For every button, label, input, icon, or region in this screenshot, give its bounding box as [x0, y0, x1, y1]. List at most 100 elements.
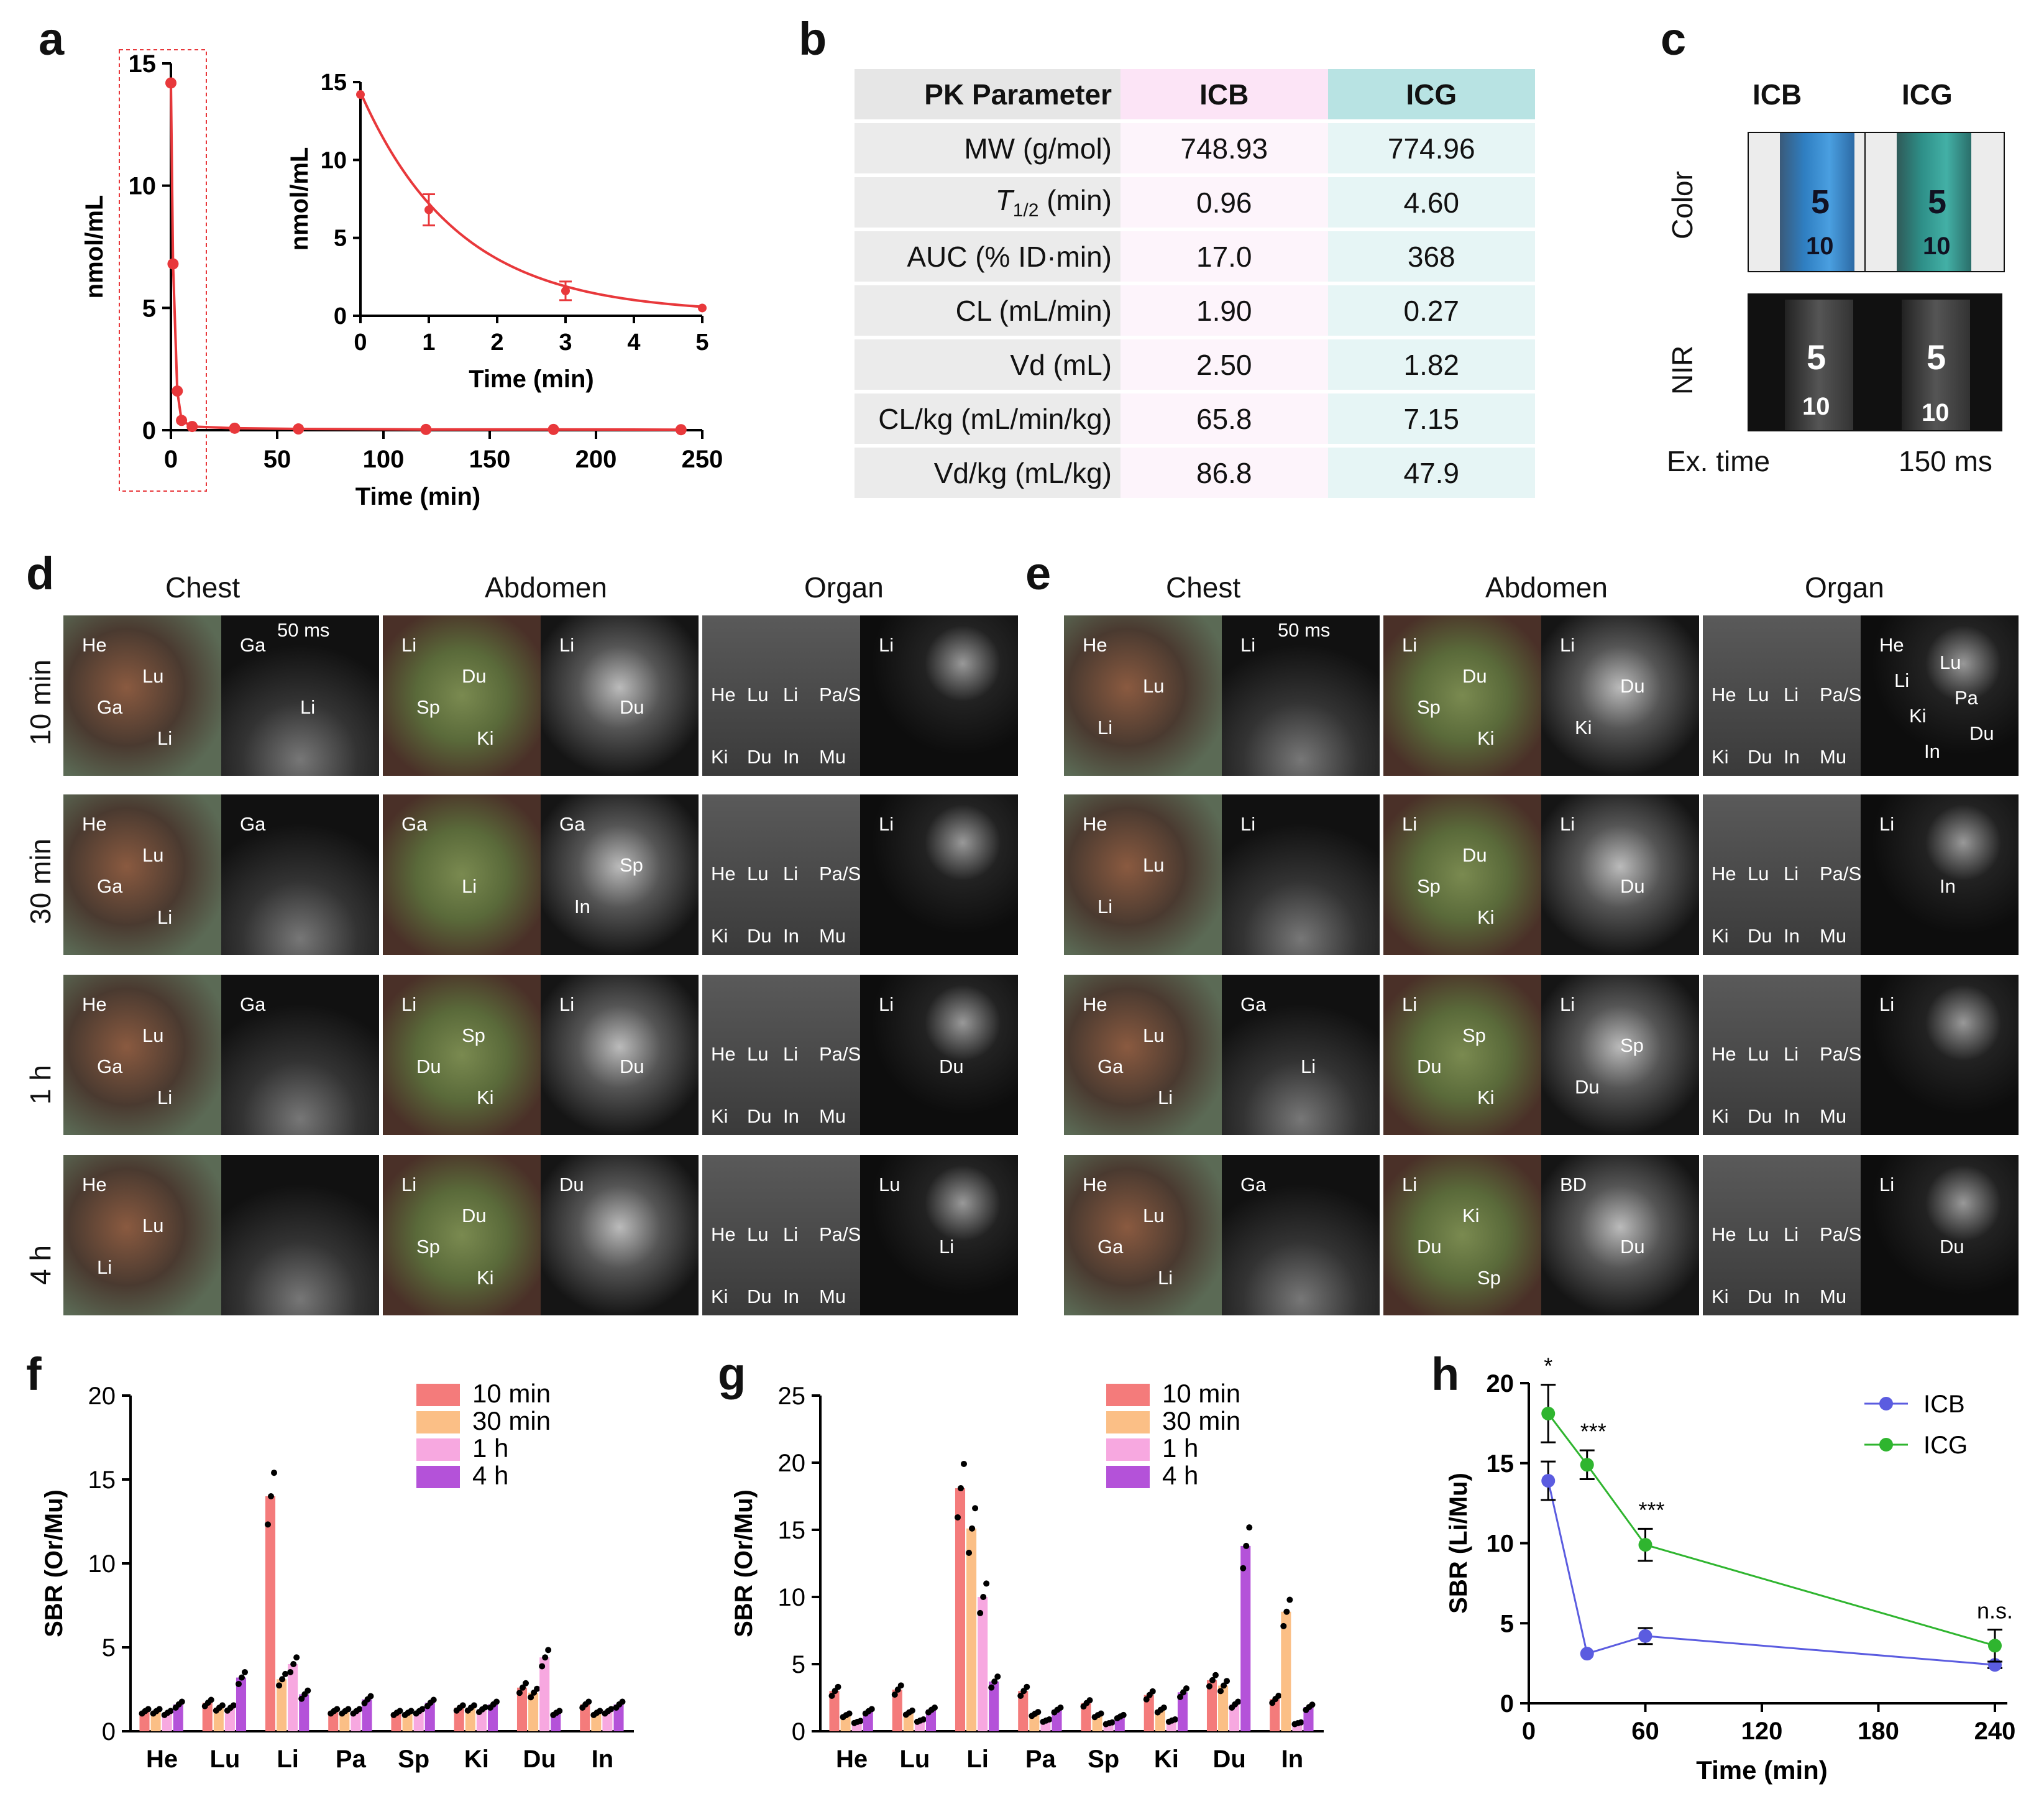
tissue-image-tile: Li Du Sp Ki	[383, 1155, 541, 1315]
organ-label: Sp	[462, 1024, 485, 1046]
grid-row-head: 10 min	[24, 659, 57, 745]
legend-label: ICG	[1923, 1432, 1968, 1459]
replicate-dot	[828, 1692, 835, 1699]
replicate-dot	[334, 1706, 341, 1713]
data-point	[1580, 1458, 1594, 1472]
organ-label: In	[1784, 925, 1800, 947]
syringe-scale-label: 5	[1928, 183, 1947, 221]
organ-label: Ga	[559, 813, 585, 835]
replicate-dot	[1149, 1688, 1156, 1695]
organ-label: Li	[1402, 813, 1418, 835]
inset-data-point	[561, 286, 570, 295]
col-head-icg: ICG	[1902, 78, 1953, 111]
organ-label: Lu	[142, 844, 164, 866]
y-axis-label: SBR (Or/Mu)	[40, 1489, 68, 1637]
replicate-dot	[178, 1698, 185, 1705]
bar	[1081, 1703, 1091, 1731]
tissue-image-tile: He Lu Li Pa/Sp Ki Du In Mu	[1703, 1155, 1861, 1315]
tissue-image-tile: Lu Li	[860, 1155, 1018, 1315]
organ-label: Li	[157, 727, 173, 749]
x-axis-label: Time (min)	[1696, 1755, 1828, 1785]
replicate-dot	[966, 1549, 973, 1556]
organ-label: Li	[1784, 684, 1799, 706]
bar	[1229, 1704, 1240, 1731]
y-tick-label: 10	[778, 1584, 806, 1611]
inset-x-tick-label: 5	[695, 329, 708, 356]
table-row: AUC (% ID·min) 17.0 368	[855, 231, 1535, 282]
bar	[299, 1694, 309, 1731]
tissue-image-tile: He Lu Li Pa/Sp Ki Du In Mu	[1703, 615, 1861, 776]
replicate-dot	[276, 1682, 283, 1689]
bar	[892, 1690, 902, 1731]
inset-x-tick-label: 0	[354, 329, 367, 356]
x-tick-label: Pa	[336, 1746, 367, 1773]
x-tick-label: He	[836, 1746, 868, 1773]
icg-cell: 368	[1327, 231, 1535, 282]
x-tick-label: Sp	[398, 1746, 429, 1773]
param-t-symbol: T	[995, 183, 1013, 216]
replicate-dot	[1240, 1565, 1247, 1571]
significance-annotation: ***	[1580, 1419, 1606, 1444]
replicate-dot	[356, 1706, 363, 1713]
data-point	[186, 421, 198, 433]
organ-label: Du	[1748, 1105, 1772, 1127]
organ-label: Ki	[1712, 746, 1729, 768]
replicate-dot	[493, 1698, 500, 1705]
bar	[528, 1692, 539, 1731]
replicate-dot	[857, 1718, 864, 1724]
organ-label: Du	[1462, 665, 1487, 687]
icg-cell: 7.15	[1327, 393, 1535, 444]
replicate-dot	[268, 1493, 275, 1499]
panel-letter-e: e	[1025, 548, 1052, 599]
x-tick-label: 120	[1741, 1718, 1783, 1745]
replicate-dot	[459, 1702, 466, 1709]
icb-cell: 17.0	[1121, 231, 1328, 282]
x-tick-label: In	[1281, 1746, 1304, 1773]
icb-cell: 0.96	[1121, 177, 1328, 228]
x-tick-label: 100	[363, 446, 405, 473]
organ-label: Du	[559, 1174, 584, 1195]
bar	[1018, 1691, 1029, 1731]
organ-label: He	[82, 634, 107, 656]
organ-label: Mu	[1820, 1286, 1847, 1307]
replicate-dot	[539, 1663, 546, 1670]
tissue-image-tile: Du	[541, 1155, 699, 1315]
tissue-image-tile: Ga Li 50 ms	[221, 615, 379, 776]
replicate-dot	[1160, 1704, 1167, 1711]
legend-label: 10 min	[1162, 1379, 1240, 1408]
tissue-image-tile: Li Du	[860, 975, 1018, 1135]
organ-label: He	[1712, 684, 1736, 706]
y-tick-label: 20	[88, 1383, 116, 1410]
x-tick-label: In	[592, 1746, 614, 1773]
tissue-image-tile: He Lu Li Pa/Sp Ki Du In Mu	[1703, 975, 1861, 1135]
organ-label: He	[711, 1223, 736, 1245]
x-tick-label: 200	[575, 446, 617, 473]
x-tick-label: 250	[682, 446, 723, 473]
chart-h-sbr-time: 0 60 120 180 240 0 5 10 15 20 Time (min) SBR (Li/Mu…	[1445, 1355, 2015, 1785]
inset-data-point	[356, 90, 365, 99]
exposure-label: 50 ms	[277, 619, 330, 641]
organ-label: Du	[416, 1056, 441, 1077]
replicate-dot	[408, 1708, 415, 1714]
significance-annotation: ***	[1638, 1497, 1664, 1522]
inset-x-tick-label: 3	[559, 329, 572, 356]
organ-label: In	[783, 746, 799, 768]
replicate-dot	[991, 1678, 998, 1685]
bar	[613, 1704, 624, 1731]
data-point	[167, 258, 179, 270]
pk-parameter-table: PK Parameter ICB ICG MW (g/mol) 748.93 7…	[855, 65, 1535, 502]
series-line	[1547, 1480, 1996, 1666]
syringe-scale-label: 5	[1807, 338, 1826, 377]
organ-label: Lu	[1143, 675, 1165, 697]
bar	[539, 1657, 550, 1731]
organ-label: Mu	[819, 1286, 846, 1307]
icg-cell: 1.82	[1327, 339, 1535, 390]
bar	[1206, 1680, 1217, 1731]
legend-swatch	[1106, 1438, 1150, 1461]
inset-x-tick-label: 1	[422, 329, 435, 356]
y-tick-label: 0	[1500, 1690, 1514, 1718]
x-tick-label: 60	[1631, 1718, 1659, 1745]
replicate-dot	[1024, 1683, 1030, 1690]
organ-label: Li	[1402, 993, 1418, 1015]
replicate-dot	[1206, 1683, 1213, 1690]
